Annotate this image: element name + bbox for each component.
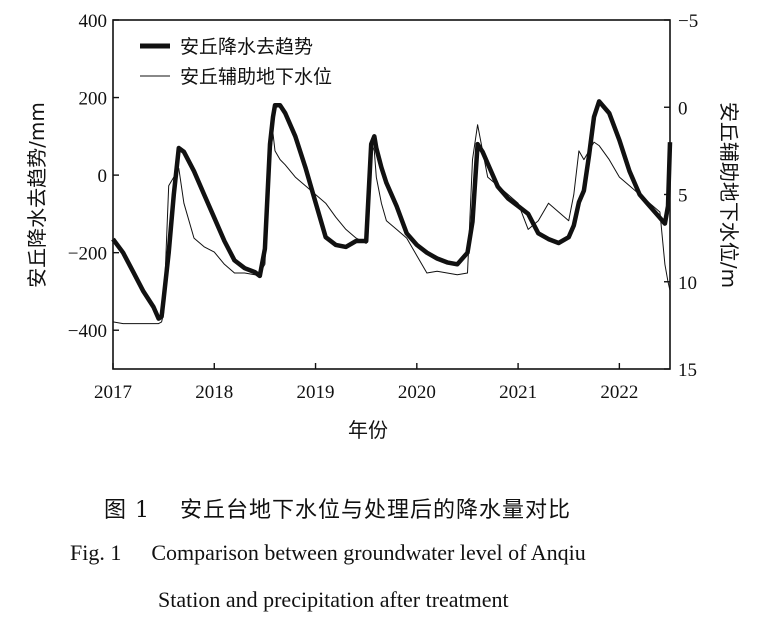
figure-title-en-line1: Comparison between groundwater level of … <box>151 540 586 565</box>
y-left-tick-label: −400 <box>68 321 107 342</box>
x-tick-label: 2017 <box>94 382 132 403</box>
ticks-layer: 2017 2018 2019 2020 2021 2022 400 200 0 −200 −400 −… <box>68 11 698 403</box>
figure-number-en: Fig. 1 <box>70 540 122 565</box>
series-layer <box>111 99 673 325</box>
figure-caption-en: Fig. 1 Comparison between groundwater lev… <box>70 540 775 566</box>
y-right-axis-title: 安丘辅助地下水位/m <box>717 102 741 288</box>
y-right-tick-label: 0 <box>678 98 688 119</box>
x-tick-label: 2018 <box>195 382 233 403</box>
figure-title-cn: 安丘台地下水位与处理后的降水量对比 <box>180 498 572 523</box>
y-left-tick-label: 400 <box>79 11 108 32</box>
x-axis-title: 年份 <box>348 418 388 442</box>
x-tick-label: 2021 <box>499 382 537 403</box>
y-left-axis-title: 安丘降水去趋势/mm <box>25 102 49 288</box>
y-right-tick-label: −5 <box>678 11 698 32</box>
legend: 安丘降水去趋势 安丘辅助地下水位 <box>140 36 332 88</box>
x-tick-label: 2020 <box>398 382 436 403</box>
y-left-tick-label: 200 <box>79 89 108 110</box>
series-line-precipitation <box>111 99 673 321</box>
figure-caption-cn: 图 1 安丘台地下水位与处理后的降水量对比 <box>104 492 775 524</box>
y-right-tick-label: 10 <box>678 273 697 294</box>
chart: 2017 2018 2019 2020 2021 2022 400 200 0 −200 −400 −… <box>25 11 741 442</box>
x-tick-label: 2022 <box>600 382 638 403</box>
x-tick-label: 2019 <box>297 382 335 403</box>
figure-number-cn: 图 1 <box>104 498 150 523</box>
legend-label-0: 安丘降水去趋势 <box>180 36 313 58</box>
y-left-tick-label: −200 <box>68 244 107 265</box>
series-line-groundwater <box>112 124 671 325</box>
figure-title-en-line2: Station and precipitation after treatmen… <box>158 587 509 612</box>
y-right-tick-label: 15 <box>678 360 697 381</box>
y-right-tick-label: 5 <box>678 186 688 207</box>
y-left-tick-label: 0 <box>98 166 108 187</box>
legend-label-1: 安丘辅助地下水位 <box>180 66 332 88</box>
